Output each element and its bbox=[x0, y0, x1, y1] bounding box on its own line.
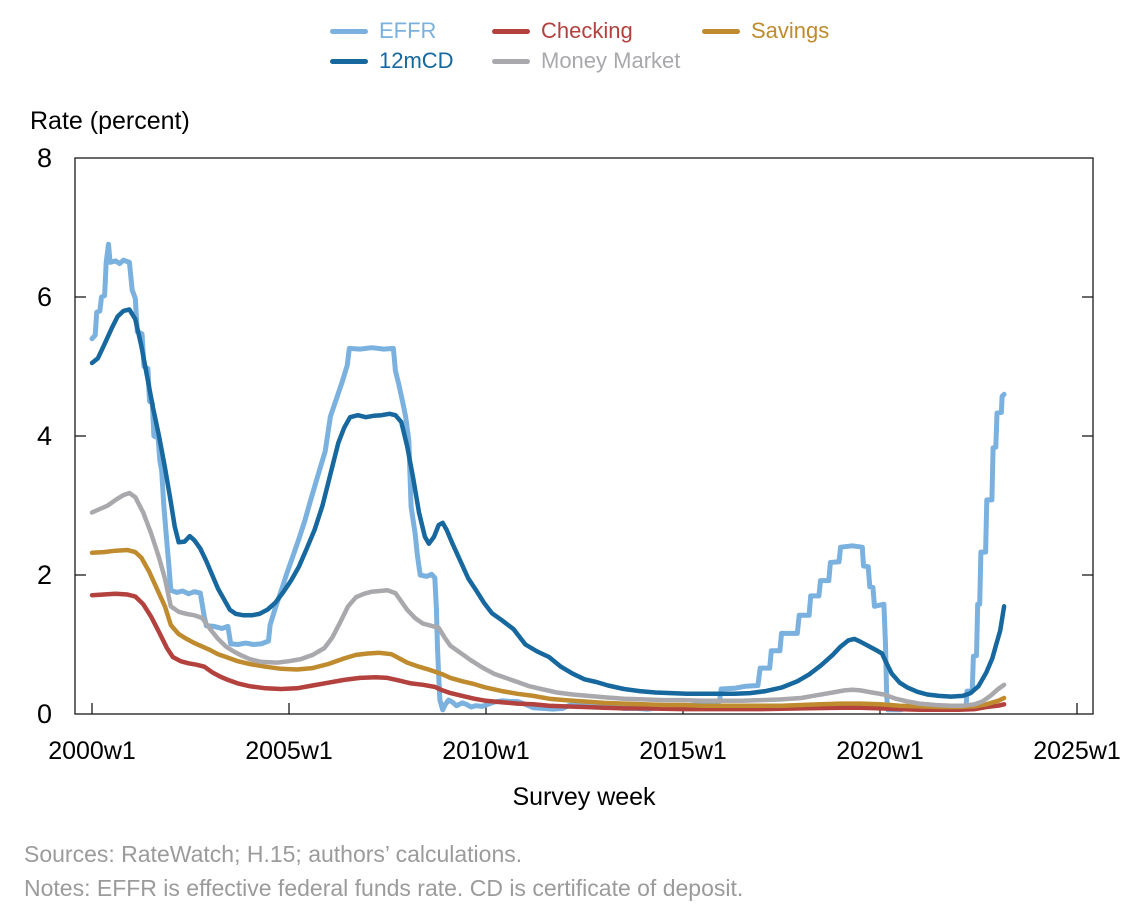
y-tick-label: 8 bbox=[37, 143, 52, 173]
x-tick-label: 2025w1 bbox=[1033, 737, 1121, 765]
legend-label-money-market: Money Market bbox=[541, 48, 681, 73]
legend-item-12mcd: 12mCD bbox=[330, 50, 454, 72]
checking-line bbox=[89, 591, 1007, 713]
savings-line-swatch bbox=[702, 28, 740, 34]
legend-item-savings: Savings bbox=[702, 20, 829, 42]
sources-note: Sources: RateWatch; H.15; authors’ calcu… bbox=[24, 841, 523, 867]
y-tick-label: 4 bbox=[37, 421, 52, 451]
legend-item-effr: EFFR bbox=[330, 20, 436, 42]
effr-line-swatch bbox=[330, 28, 368, 34]
money-market-line-swatch bbox=[492, 58, 530, 64]
x-tick-label: 2000w1 bbox=[48, 737, 136, 765]
x-tick-label: 2015w1 bbox=[639, 737, 727, 765]
x-tick-label: 2005w1 bbox=[245, 737, 333, 765]
effr-line bbox=[89, 241, 1007, 713]
legend-label-effr: EFFR bbox=[379, 18, 437, 43]
x-axis-title: Survey week bbox=[512, 783, 656, 811]
12mcd-line bbox=[89, 307, 1007, 699]
savings-line bbox=[89, 547, 1007, 710]
x-tick-label: 2010w1 bbox=[442, 737, 530, 765]
legend-label-savings: Savings bbox=[751, 18, 830, 43]
y-axis-title: Rate (percent) bbox=[30, 107, 190, 135]
twelve-month-cd-line-swatch bbox=[330, 58, 368, 64]
y-tick-label: 0 bbox=[37, 699, 52, 729]
definitions-note: Notes: EFFR is effective federal funds r… bbox=[24, 875, 744, 901]
checking-line-swatch bbox=[492, 28, 530, 34]
rate-chart-svg: 0 2 4 6 8 2000w1 2005w1 2010w1 2015w1 2020w1 2025w… bbox=[37, 143, 1121, 765]
x-tick-label: 2020w1 bbox=[836, 737, 924, 765]
legend-label-12mcd: 12mCD bbox=[379, 48, 454, 73]
y-tick-label: 2 bbox=[37, 560, 52, 590]
money-market-line bbox=[89, 490, 1007, 708]
legend-item-checking: Checking bbox=[492, 20, 633, 42]
legend-item-money-market: Money Market bbox=[492, 50, 680, 72]
legend-label-checking: Checking bbox=[541, 18, 633, 43]
y-tick-label: 6 bbox=[37, 282, 52, 312]
